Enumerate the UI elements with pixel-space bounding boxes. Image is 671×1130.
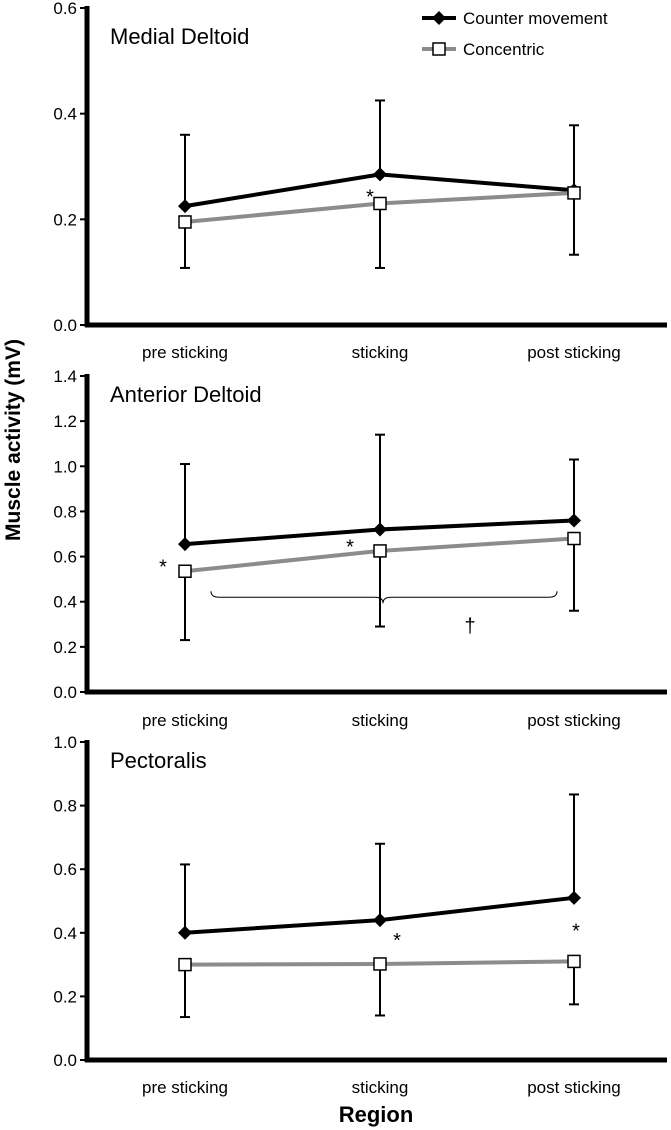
panel-title: Medial Deltoid xyxy=(110,24,249,49)
point-counter-movement xyxy=(178,925,192,940)
y-tick-label: 0.8 xyxy=(53,797,77,816)
y-tick-label: 0.6 xyxy=(53,548,77,567)
y-tick-label: 1.2 xyxy=(53,412,77,431)
point-concentric xyxy=(567,186,581,200)
y-tick-label: 1.4 xyxy=(53,367,77,386)
significance-brace xyxy=(210,591,558,604)
y-tick-label: 0.4 xyxy=(53,593,77,612)
y-tick-label: 0.2 xyxy=(53,987,77,1006)
legend: Counter movement Concentric xyxy=(422,9,608,59)
point-counter-movement xyxy=(567,890,581,905)
y-tick-label: 0.4 xyxy=(53,924,77,943)
x-tick-label-pre-sticking: pre sticking xyxy=(142,343,228,362)
point-concentric xyxy=(178,957,192,972)
point-counter-movement xyxy=(178,199,192,214)
point-concentric xyxy=(178,564,192,578)
y-tick-label: 0.2 xyxy=(53,638,77,657)
significance-star: * xyxy=(393,930,401,952)
y-tick-label: 0.8 xyxy=(53,502,77,521)
significance-star: * xyxy=(366,187,374,209)
y-tick-label: 0.4 xyxy=(53,105,77,124)
point-concentric xyxy=(373,544,387,558)
panel-title: Pectoralis xyxy=(110,748,207,773)
point-concentric xyxy=(373,957,387,971)
y-tick-label: 1.0 xyxy=(53,457,77,476)
point-counter-movement xyxy=(373,522,387,537)
point-concentric xyxy=(567,954,581,969)
legend-marker-concentric xyxy=(432,42,446,56)
dagger-annotation: † xyxy=(464,615,475,637)
x-tick-label-post-sticking: post sticking xyxy=(527,711,621,730)
significance-star: * xyxy=(346,536,354,558)
x-tick-label-pre-sticking: pre sticking xyxy=(142,1078,228,1097)
panel-pectoralis: 0.0 0.2 0.4 0.6 0.8 1.0 pre sticking sticking po… xyxy=(53,733,667,1097)
point-counter-movement xyxy=(567,513,581,528)
x-tick-label-sticking: sticking xyxy=(352,1078,409,1097)
x-tick-label-pre-sticking: pre sticking xyxy=(142,711,228,730)
legend-label-concentric: Concentric xyxy=(463,40,545,59)
y-tick-label: 0.0 xyxy=(53,316,77,335)
y-tick-label: 0.6 xyxy=(53,0,77,18)
y-tick-label: 0.2 xyxy=(53,210,77,229)
point-concentric xyxy=(567,531,581,546)
y-tick-label: 0.6 xyxy=(53,860,77,879)
y-tick-label: 0.0 xyxy=(53,683,77,702)
point-concentric xyxy=(373,196,387,211)
x-tick-label-sticking: sticking xyxy=(352,711,409,730)
legend-label-counter-movement: Counter movement xyxy=(463,9,608,28)
x-tick-label-post-sticking: post sticking xyxy=(527,1078,621,1097)
significance-star: * xyxy=(572,921,580,943)
y-tick-label: 0.0 xyxy=(53,1051,77,1070)
point-counter-movement xyxy=(373,913,387,928)
panel-title: Anterior Deltoid xyxy=(110,382,262,407)
panel-anterior-deltoid: 0.0 0.2 0.4 0.6 0.8 1.0 1.2 1.4 pre sticking stic… xyxy=(53,367,667,730)
x-axis-label: Region xyxy=(339,1102,414,1127)
legend-marker-counter-movement xyxy=(432,11,446,25)
point-counter-movement xyxy=(373,167,387,182)
x-tick-label-sticking: sticking xyxy=(352,343,409,362)
point-counter-movement xyxy=(178,537,192,552)
panel-medial-deltoid: 0.0 0.2 0.4 0.6 pre sticking sticking post sti… xyxy=(53,0,667,362)
x-tick-label-post-sticking: post sticking xyxy=(527,343,621,362)
point-concentric xyxy=(178,215,192,229)
y-axis-label: Muscle activity (mV) xyxy=(2,339,25,541)
significance-star: * xyxy=(159,557,167,579)
y-tick-label: 1.0 xyxy=(53,733,77,752)
